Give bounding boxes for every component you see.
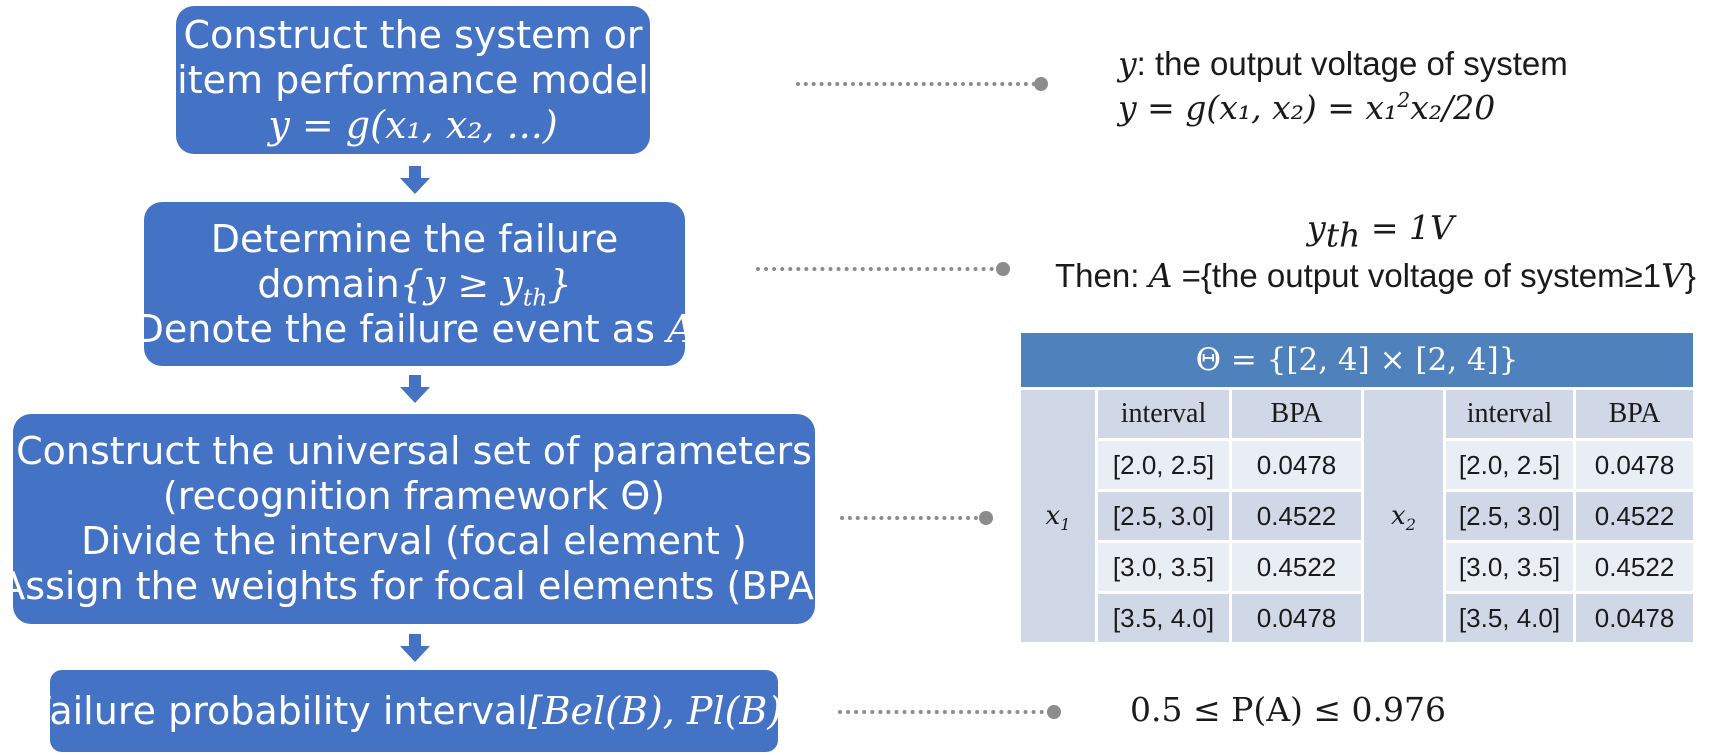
connector-4-end [1047,705,1061,719]
table-col-interval: interval [1095,387,1232,441]
table-header: Θ = {[2, 4] × [2, 4]} [1017,330,1697,390]
table-cell: [2.0, 2.5] [1095,438,1232,492]
table-cell: 0.4522 [1572,540,1697,594]
table-col-bpa: BPA [1229,387,1364,441]
step1-formula: y = g(x₁, x₂, ...) [268,102,558,147]
table-cell: [3.5, 4.0] [1443,591,1576,645]
connector-1 [796,82,1036,86]
connector-3-end [979,511,993,525]
annotation-threshold-event: Then: A ={the output voltage of system≥1… [1055,256,1696,295]
step4-line: Failure probability interval[Bel(B), Pl(… [30,688,798,733]
table-row: [3.0, 3.5] 0.4522 [3.0, 3.5] 0.4522 [1020,540,1697,594]
connector-1-end [1034,77,1048,91]
step1-line2: item performance model [177,57,649,102]
annotation-model-desc: y: the output voltage of system [1118,44,1568,83]
table-row: [2.5, 3.0] 0.4522 [2.5, 3.0] 0.4522 [1020,489,1697,543]
annotation-model: y: the output voltage of system y = g(x₁… [1118,44,1568,128]
table-row: [3.5, 4.0] 0.0478 [3.5, 4.0] 0.0478 [1020,591,1697,645]
connector-3 [840,516,986,520]
table-cell: [2.0, 2.5] [1443,438,1576,492]
recognition-framework-table: Θ = {[2, 4] × [2, 4]} x1 interval BPA x2… [1017,330,1697,645]
table-cell: [3.0, 3.5] [1095,540,1232,594]
table-cell: 0.0478 [1229,438,1364,492]
table-cell: 0.0478 [1572,438,1697,492]
table-cell: 0.4522 [1229,489,1364,543]
step2-line2: domain{y ≥ yth} [257,261,572,312]
table-cell: 0.0478 [1572,591,1697,645]
table-col-bpa: BPA [1572,387,1697,441]
step-failure-domain: Determine the failure domain{y ≥ yth} De… [135,202,694,366]
table-col-interval: interval [1443,387,1576,441]
step3-line3: Divide the interval (focal element ) [81,519,747,563]
connector-2-end [996,262,1010,276]
annotation-probability-bounds: 0.5 ≤ P(A) ≤ 0.976 [1130,690,1446,729]
connector-2 [756,267,1002,271]
annotation-model-formula: y = g(x₁, x₂) = x₁2x₂/20 [1118,88,1496,127]
step3-line2: (recognition framework Θ) [162,474,666,518]
table-cell: [2.5, 3.0] [1443,489,1576,543]
arrow-down-icon [400,166,430,194]
step2-line3: Denote the failure event as A [134,306,695,351]
step3-line4: Assign the weights for focal elements (B… [0,564,829,608]
table-cell: [2.5, 3.0] [1095,489,1232,543]
table-cell: [3.0, 3.5] [1443,540,1576,594]
step2-line1: Determine the failure [210,216,619,261]
table-cell: 0.0478 [1229,591,1364,645]
table-var-x1: x1 [1018,387,1098,645]
table-cell: 0.4522 [1229,540,1364,594]
table-cell: 0.4522 [1572,489,1697,543]
annotation-threshold-value: yth = 1V [1307,208,1454,255]
step-universal-set: Construct the universal set of parameter… [0,414,829,624]
table-var-x2: x2 [1361,387,1446,645]
step-failure-probability: Failure probability interval[Bel(B), Pl(… [31,670,797,752]
arrow-down-icon [400,634,430,662]
arrow-down-icon [400,375,430,403]
annotation-threshold: yth = 1V Then: A ={the output voltage of… [1055,208,1696,296]
step3-line1: Construct the universal set of parameter… [16,429,812,473]
table-row: [2.0, 2.5] 0.0478 [2.0, 2.5] 0.0478 [1020,438,1697,492]
step1-line1: Construct the system or [183,12,643,57]
table-cell: [3.5, 4.0] [1095,591,1232,645]
step-construct-model: Construct the system or item performance… [176,6,650,154]
connector-4 [838,710,1052,714]
